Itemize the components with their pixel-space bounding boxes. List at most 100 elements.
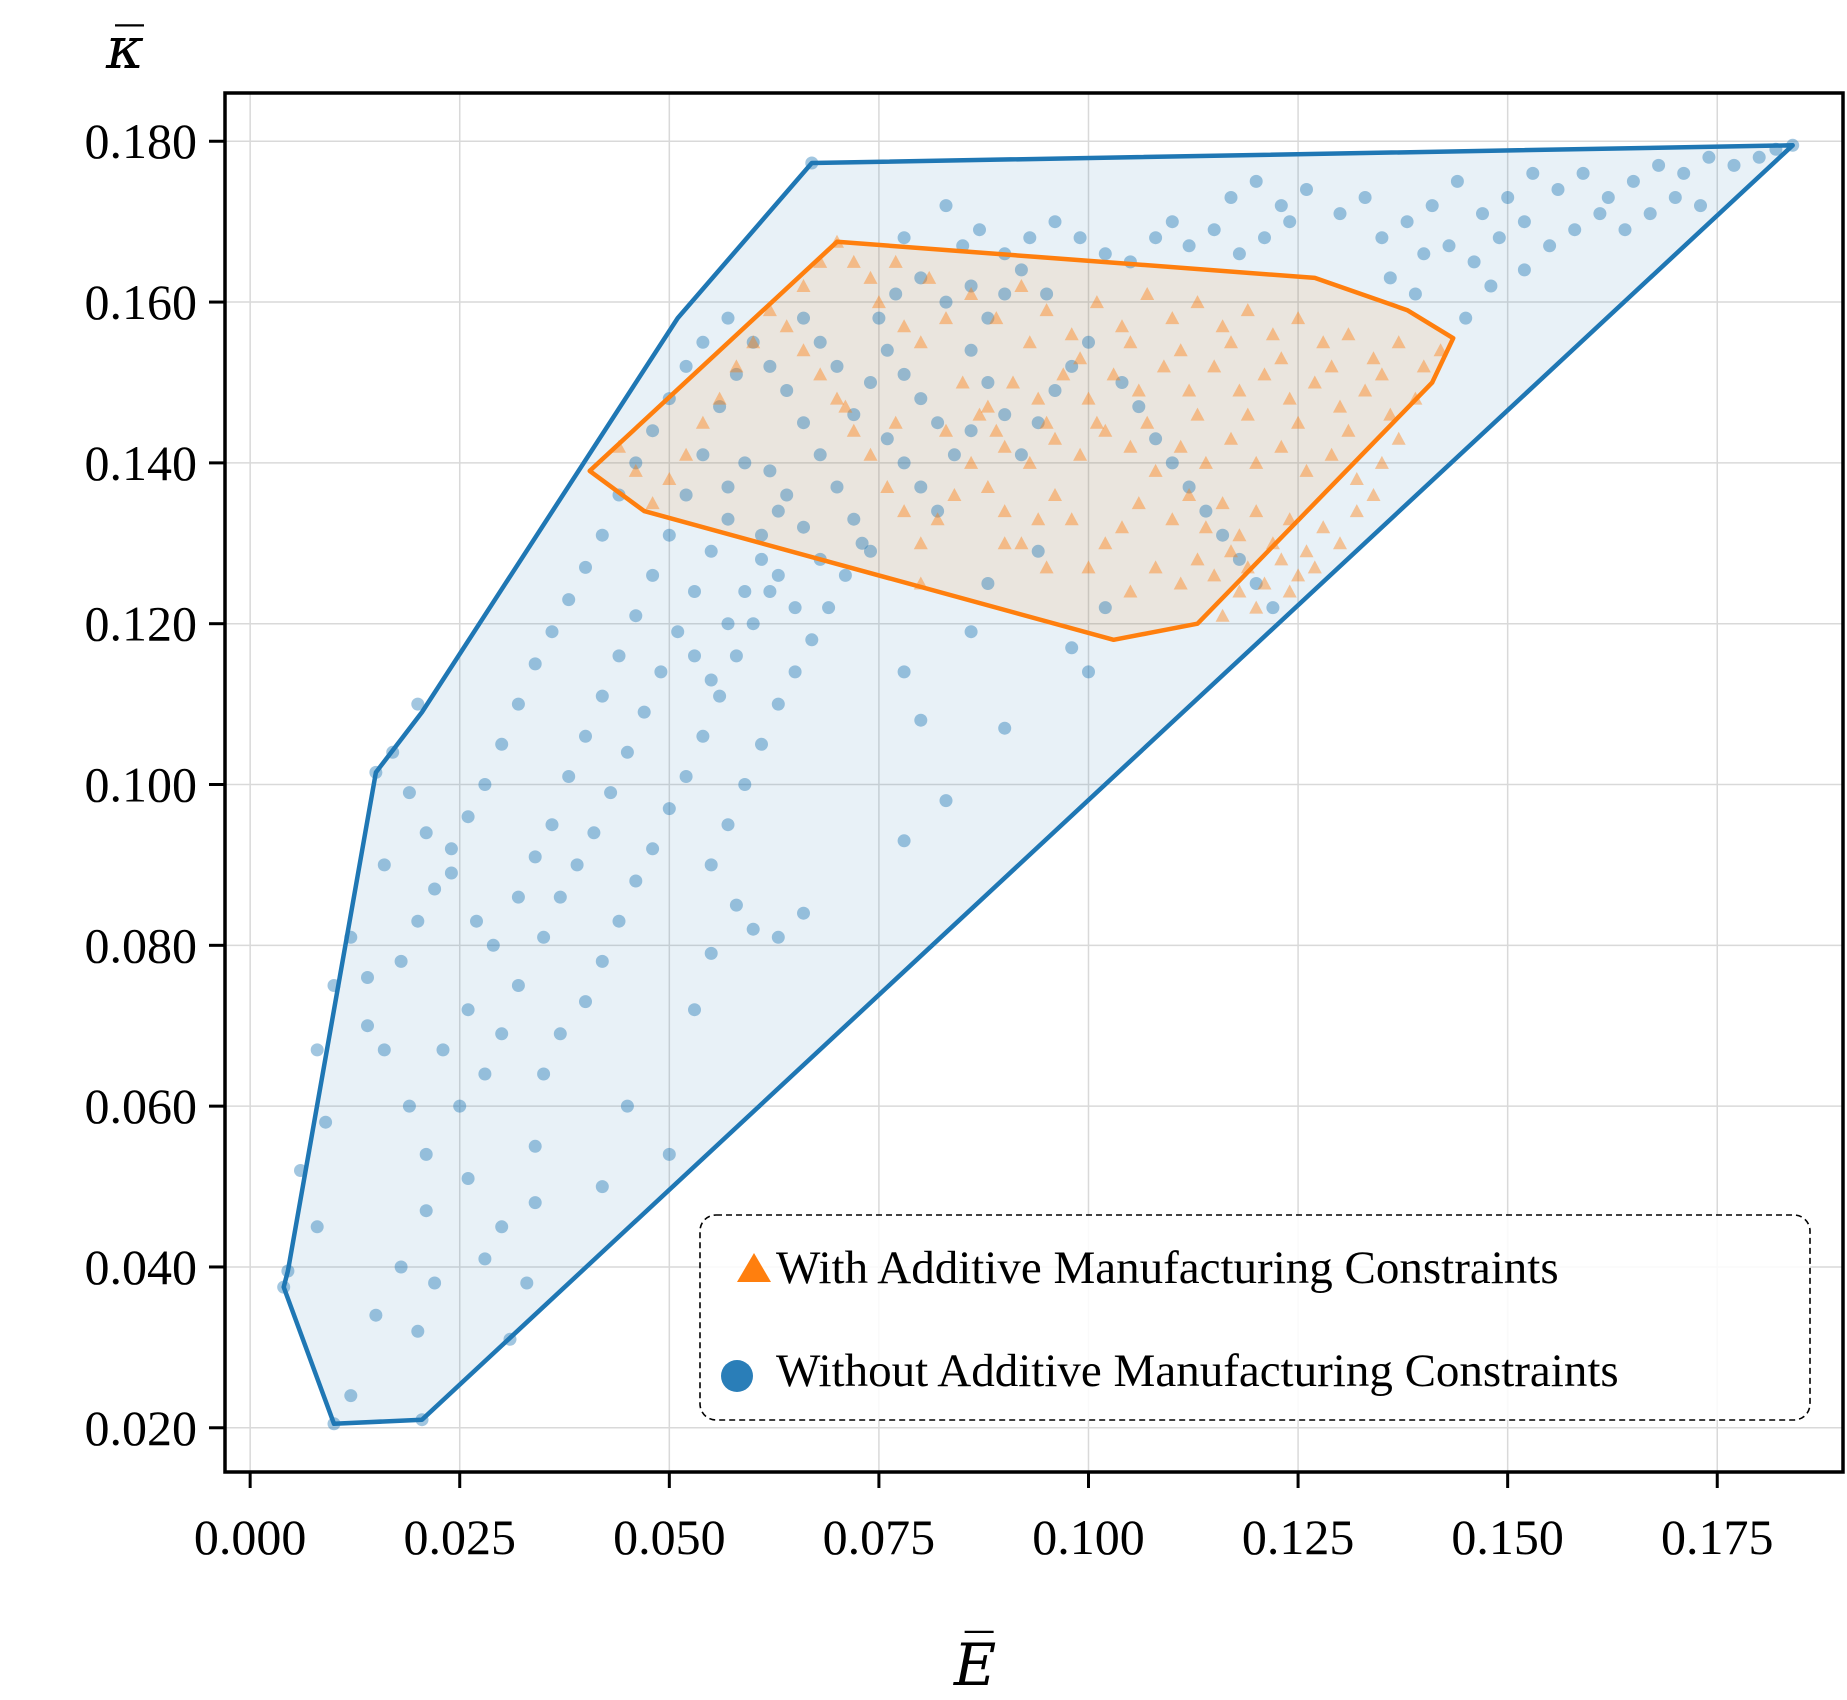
point-without-constraints-133 — [880, 343, 894, 357]
point-without-constraints-159 — [1048, 215, 1062, 229]
point-without-constraints-31 — [486, 938, 500, 952]
x-tick-label-5: 0.125 — [1242, 1509, 1355, 1565]
point-without-constraints-84 — [495, 1220, 509, 1234]
point-without-constraints-116 — [763, 359, 777, 373]
point-without-constraints-145 — [797, 311, 810, 325]
point-without-constraints-222 — [1149, 432, 1163, 446]
point-without-constraints-240 — [545, 625, 559, 639]
point-without-constraints-141 — [914, 480, 928, 494]
point-without-constraints-163 — [897, 231, 911, 245]
point-with-constraints-78 — [1173, 576, 1188, 590]
point-without-constraints-46 — [579, 729, 592, 743]
point-without-constraints-153 — [1014, 263, 1028, 277]
point-without-constraints-71 — [662, 802, 676, 816]
point-without-constraints-200 — [1543, 239, 1557, 253]
hull-outline-with-constraints — [587, 239, 1456, 643]
x-axis-title-text: E̅ — [953, 1629, 996, 1699]
point-without-constraints-128 — [771, 504, 785, 518]
point-without-constraints-59 — [620, 745, 634, 759]
point-with-constraints-36 — [1207, 359, 1222, 373]
point-without-constraints-179 — [1400, 215, 1414, 229]
point-with-constraints-17 — [1240, 303, 1255, 317]
point-without-constraints-95 — [755, 737, 768, 751]
x-tick-label-0: 0.000 — [194, 1509, 307, 1565]
point-with-constraints-148 — [888, 415, 903, 429]
point-with-constraints-30 — [1056, 367, 1071, 381]
point-with-constraints-86 — [1366, 488, 1381, 501]
point-without-constraints-148 — [914, 271, 928, 285]
point-without-constraints-123 — [763, 464, 777, 478]
point-without-constraints-69 — [629, 874, 643, 888]
x-tick-label-2: 0.050 — [613, 1509, 726, 1565]
point-without-constraints-87 — [704, 946, 718, 960]
point-without-constraints-56 — [570, 858, 584, 872]
point-with-constraints-45 — [997, 439, 1012, 453]
point-without-constraints-86 — [688, 1003, 701, 1017]
point-with-constraints-107 — [796, 343, 811, 357]
point-with-constraints-115 — [662, 472, 677, 485]
point-without-constraints-229 — [1266, 601, 1280, 615]
point-without-constraints-79 — [553, 1027, 567, 1041]
point-with-constraints-34 — [1156, 359, 1171, 373]
point-without-constraints-225 — [1199, 504, 1213, 518]
point-with-constraints-112 — [712, 391, 727, 405]
point-without-constraints-192 — [1727, 158, 1741, 172]
point-with-constraints-108 — [779, 319, 794, 333]
point-without-constraints-139 — [880, 432, 894, 446]
point-without-constraints-101 — [855, 536, 869, 550]
point-with-constraints-113 — [695, 415, 710, 429]
point-without-constraints-183 — [1501, 191, 1515, 204]
point-with-constraints-73 — [1274, 552, 1289, 566]
point-without-constraints-94 — [738, 778, 752, 791]
point-without-constraints-97 — [788, 665, 802, 679]
point-with-constraints-80 — [1232, 584, 1247, 598]
point-without-constraints-40 — [436, 1043, 450, 1057]
y-tick-label-0: 0.020 — [85, 1400, 198, 1456]
point-without-constraints-242 — [511, 697, 525, 711]
point-without-constraints-246 — [444, 842, 458, 856]
point-without-constraints-253 — [738, 585, 752, 598]
point-without-constraints-72 — [679, 770, 693, 783]
point-without-constraints-130 — [721, 480, 735, 494]
point-without-constraints-30 — [511, 979, 525, 992]
point-with-constraints-143 — [1140, 415, 1155, 429]
point-with-constraints-70 — [1316, 520, 1331, 534]
point-with-constraints-125 — [1039, 560, 1054, 574]
y-tick-label-1: 0.040 — [85, 1239, 198, 1295]
point-without-constraints-105 — [897, 665, 911, 679]
point-without-constraints-23 — [361, 1019, 374, 1033]
point-with-constraints-102 — [880, 480, 895, 493]
point-without-constraints-58 — [604, 786, 618, 800]
point-without-constraints-14 — [528, 1196, 542, 1210]
point-with-constraints-2 — [871, 295, 886, 309]
y-tick-label-4: 0.100 — [85, 757, 198, 813]
point-without-constraints-203 — [1618, 223, 1632, 237]
point-with-constraints-19 — [1291, 311, 1306, 325]
point-without-constraints-238 — [579, 560, 592, 574]
point-with-constraints-75 — [1224, 544, 1238, 558]
point-without-constraints-185 — [1551, 183, 1565, 196]
point-with-constraints-106 — [813, 367, 828, 381]
point-without-constraints-137 — [947, 448, 961, 462]
point-without-constraints-149 — [939, 295, 953, 309]
point-without-constraints-88 — [729, 898, 743, 912]
point-without-constraints-83 — [528, 1139, 542, 1153]
point-with-constraints-95 — [997, 504, 1012, 518]
point-with-constraints-20 — [1316, 335, 1331, 349]
point-with-constraints-144 — [1089, 415, 1104, 429]
point-without-constraints-235 — [629, 456, 643, 470]
point-without-constraints-33 — [444, 866, 458, 880]
point-without-constraints-57 — [587, 826, 601, 840]
point-without-constraints-82 — [595, 1180, 609, 1194]
point-with-constraints-121 — [863, 270, 878, 284]
point-with-constraints-93 — [1031, 512, 1046, 526]
point-without-constraints-113 — [713, 400, 727, 414]
point-without-constraints-124 — [780, 488, 794, 502]
point-with-constraints-141 — [1240, 407, 1255, 421]
point-without-constraints-160 — [1073, 231, 1087, 245]
legend-circle-marker — [721, 1360, 753, 1392]
point-with-constraints-12 — [1115, 319, 1129, 333]
point-without-constraints-120 — [830, 480, 844, 494]
points-with-constraints — [612, 234, 1448, 622]
point-without-constraints-228 — [1249, 577, 1263, 590]
